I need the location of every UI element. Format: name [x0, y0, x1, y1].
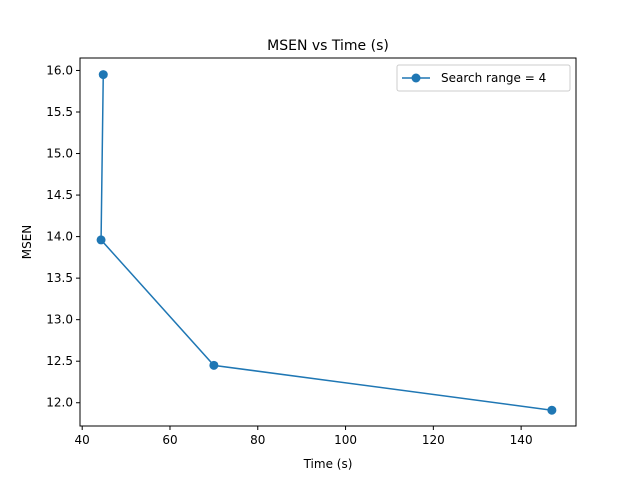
y-tick-label: 14.0: [46, 230, 73, 244]
y-tick-label: 15.0: [46, 147, 73, 161]
y-tick-label: 12.0: [46, 396, 73, 410]
x-tick-label: 120: [422, 433, 445, 447]
x-axis-label: Time (s): [303, 457, 353, 471]
y-tick-label: 12.5: [46, 354, 73, 368]
y-tick-label: 14.5: [46, 188, 73, 202]
legend-marker-sample: [411, 73, 421, 83]
plot-frame: [79, 57, 577, 427]
legend: Search range = 4: [396, 64, 571, 92]
y-tick-label: 13.0: [46, 313, 73, 327]
chart-title: MSEN vs Time (s): [267, 38, 389, 54]
axis-ticks: 40 60 80 100 120 140 12.0 12.5 13.0 13.5 14.0 14.5 1…: [46, 63, 532, 447]
legend-box: [396, 64, 571, 92]
series-layer: [96, 70, 557, 415]
data-point: [98, 70, 108, 80]
series-line: [100, 74, 552, 411]
x-tick-label: 60: [162, 433, 177, 447]
data-point: [547, 405, 557, 415]
data-point: [209, 360, 219, 370]
x-tick-label: 40: [75, 433, 90, 447]
x-tick-label: 80: [250, 433, 265, 447]
y-tick-label: 16.0: [46, 63, 73, 77]
legend-entry-label: Search range = 4: [441, 71, 546, 85]
data-point: [96, 235, 106, 245]
x-tick-label: 100: [334, 433, 357, 447]
y-axis-label: MSEN: [20, 225, 34, 260]
y-tick-label: 15.5: [46, 105, 73, 119]
y-tick-label: 13.5: [46, 271, 73, 285]
x-tick-label: 140: [510, 433, 533, 447]
